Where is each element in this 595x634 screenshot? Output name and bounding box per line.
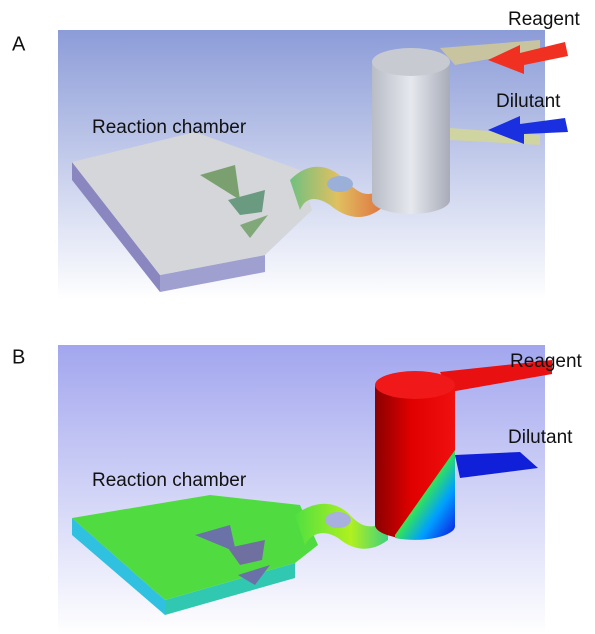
panel-b: B Reagent Dilutant Reaction chamber xyxy=(12,345,583,634)
cylinder xyxy=(372,62,450,214)
cylinder-top xyxy=(372,48,450,76)
panel-label: A xyxy=(12,33,26,55)
mixer-hole xyxy=(325,512,351,528)
annotation: Dilutant xyxy=(496,91,561,112)
figure: A Reagent Dilutant Reaction chamber B Re… xyxy=(0,0,595,634)
annotation: Reagent xyxy=(508,9,581,30)
cylinder-top xyxy=(375,371,455,399)
annotation: Dilutant xyxy=(508,427,573,448)
panel-label: B xyxy=(12,346,25,368)
mixer-hole xyxy=(327,176,353,192)
annotation: Reaction chamber xyxy=(92,117,247,138)
annotation: Reagent xyxy=(510,351,583,372)
annotation: Reaction chamber xyxy=(92,470,247,491)
panel-a: A Reagent Dilutant Reaction chamber xyxy=(12,9,581,300)
